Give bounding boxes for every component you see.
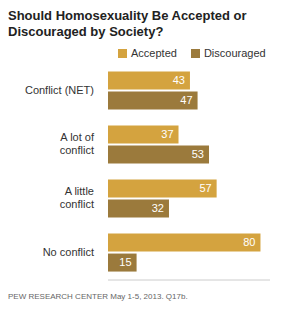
svg-text:47: 47: [180, 94, 192, 106]
svg-text:53: 53: [192, 148, 204, 160]
svg-text:conflict: conflict: [60, 198, 94, 210]
svg-text:conflict: conflict: [60, 144, 94, 156]
svg-text:A little: A little: [65, 185, 94, 197]
svg-text:15: 15: [119, 256, 131, 268]
svg-text:Conflict (NET): Conflict (NET): [25, 84, 94, 96]
svg-text:A lot of: A lot of: [60, 131, 95, 143]
html-text:Discouraged: Discouraged: [203, 47, 266, 59]
svg-text:80: 80: [243, 236, 255, 248]
html-text:PEW RESEARCH CENTER May 1-5, 2: PEW RESEARCH CENTER May 1-5, 2013. Q17b.: [8, 292, 188, 301]
svg-text:32: 32: [152, 202, 164, 214]
svg-text:37: 37: [161, 128, 173, 140]
html-text:Should Homosexuality Be Accept: Should Homosexuality Be Accepted or Disc…: [8, 8, 247, 39]
svg-text:43: 43: [173, 74, 185, 86]
svg-text:57: 57: [199, 182, 211, 194]
html-text:Accepted: Accepted: [131, 47, 177, 59]
svg-text:No conflict: No conflict: [43, 246, 94, 258]
